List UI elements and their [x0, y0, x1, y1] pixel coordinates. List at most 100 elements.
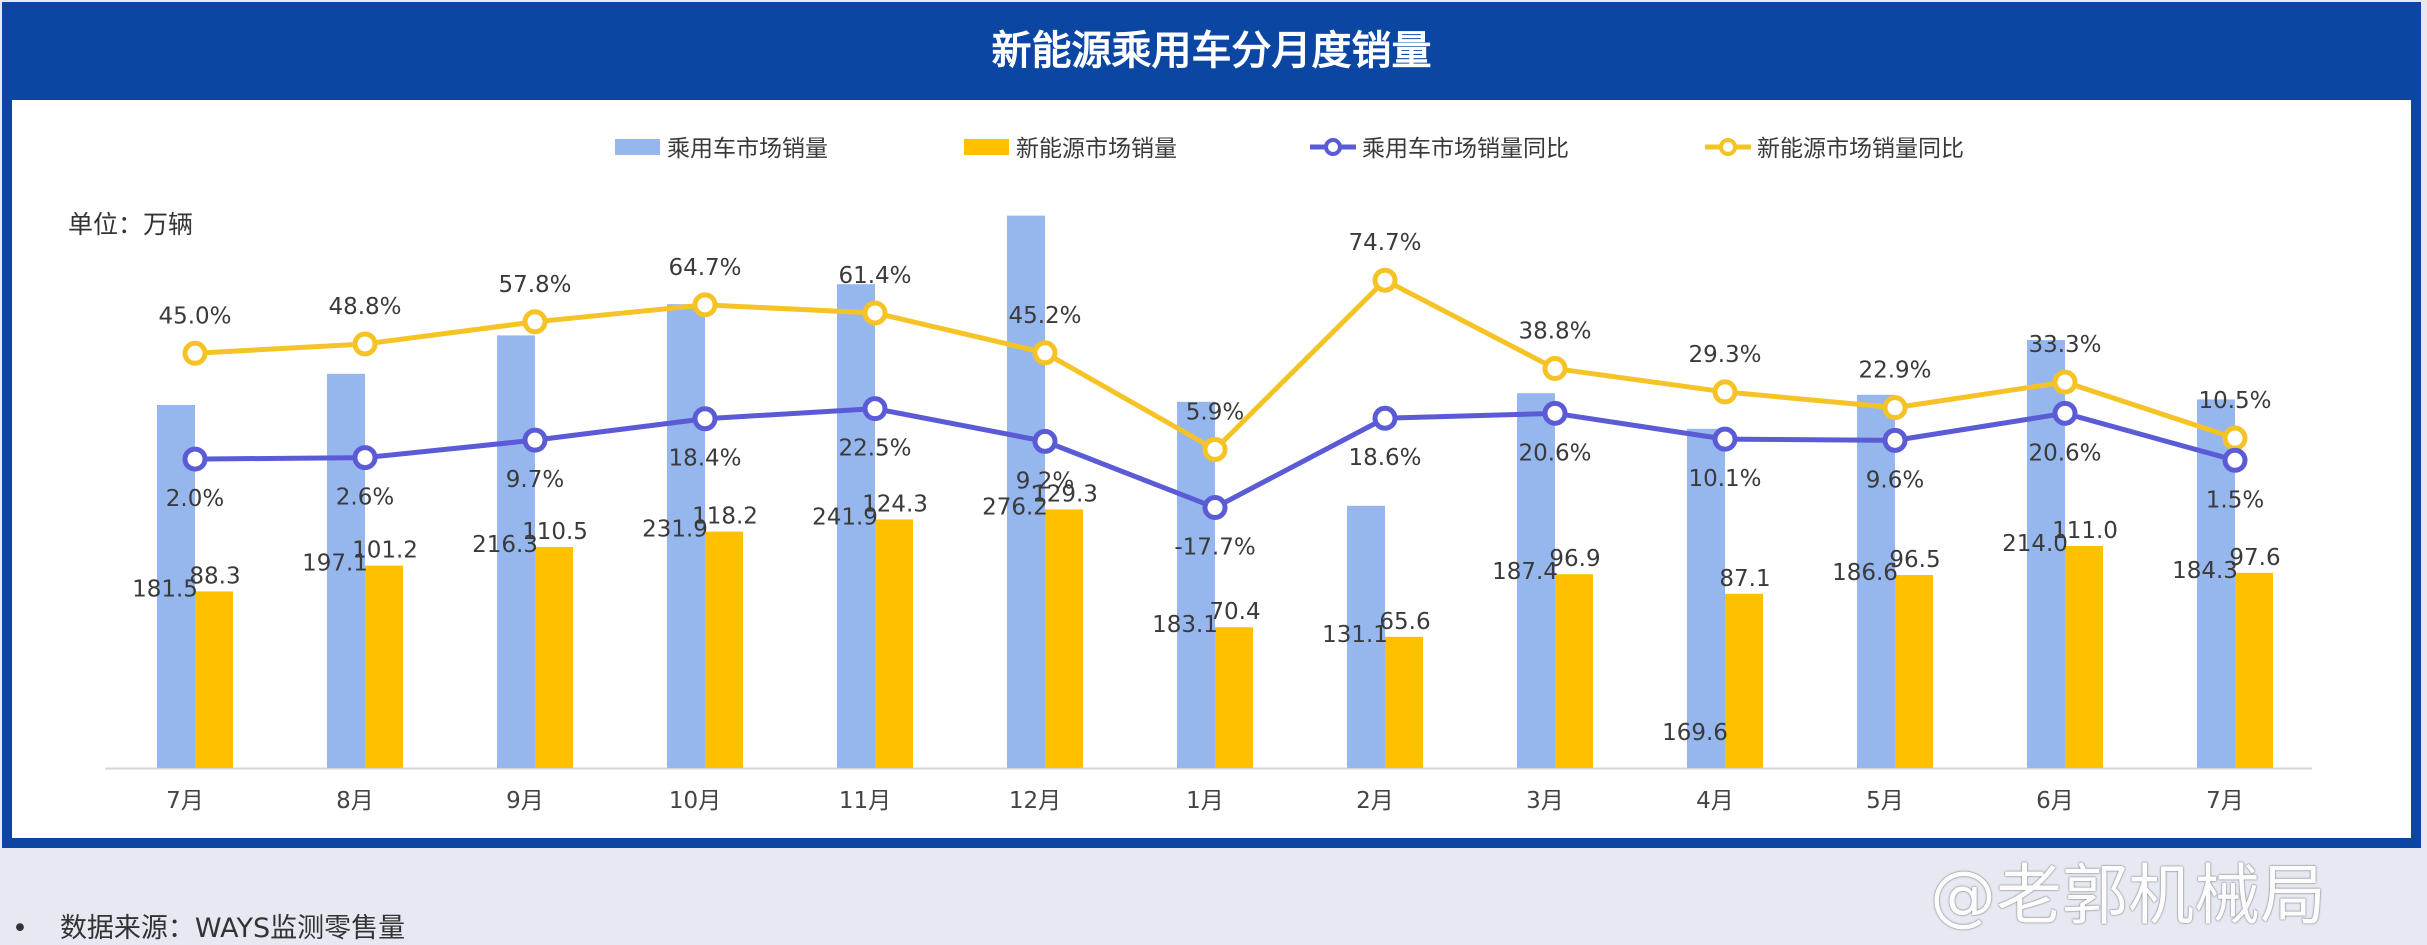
bar-nev-sales: [195, 591, 233, 768]
label-nev-yoy: 74.7%: [1348, 230, 1421, 256]
point-nev-yoy: [2052, 369, 2078, 395]
point-total-yoy: [692, 406, 718, 432]
point-nev-yoy: [2222, 425, 2248, 451]
bar-total-sales: [1517, 393, 1555, 768]
point-total-yoy: [182, 446, 208, 472]
bar-total-sales: [837, 284, 875, 768]
label-total-yoy: 2.6%: [336, 485, 394, 511]
point-total-yoy: [1542, 400, 1568, 426]
point-total-yoy: [2222, 447, 2248, 473]
bar-nev-sales: [535, 547, 573, 768]
label-nev-sales: 87.1: [1719, 566, 1770, 592]
point-nev-yoy: [1882, 395, 1908, 421]
point-total-yoy: [1712, 426, 1738, 452]
bar-nev-sales: [2065, 546, 2103, 768]
bar-total-sales: [497, 335, 535, 768]
label-total-sales: 214.0: [2002, 531, 2068, 557]
point-nev-yoy: [692, 292, 718, 318]
point-total-yoy: [2052, 400, 2078, 426]
bullet-dot: •: [12, 913, 28, 944]
label-total-sales: 276.2: [982, 494, 1048, 520]
label-nev-yoy: 61.4%: [838, 263, 911, 289]
label-nev-yoy: 45.0%: [158, 303, 231, 329]
point-nev-yoy: [182, 340, 208, 366]
label-nev-sales: 124.3: [862, 491, 928, 517]
label-nev-yoy: 48.8%: [328, 294, 401, 320]
chart-panel: 乘用车市场销量 新能源市场销量 乘用车市场销量同比 新能源市场销量同比 单位：万辆 181…: [12, 100, 2411, 838]
point-nev-yoy: [862, 300, 888, 326]
legend-total-sales-swatch: [615, 139, 660, 155]
point-nev-yoy: [1032, 340, 1058, 366]
x-tick-label: 11月: [839, 788, 891, 814]
data-source-text: 数据来源：WAYS监测零售量: [59, 913, 406, 944]
label-nev-yoy: 22.9%: [1858, 358, 1931, 384]
bar-total-sales: [1857, 394, 1895, 768]
label-total-yoy: 20.6%: [1518, 440, 1591, 466]
legend-nev-yoy-swatch-marker: [1719, 138, 1737, 156]
x-tick-label: 6月: [2036, 788, 2074, 814]
x-tick-label: 3月: [1526, 788, 1564, 814]
point-nev-yoy: [522, 309, 548, 335]
bar-nev-sales: [1385, 636, 1423, 768]
label-total-yoy: 22.5%: [838, 436, 911, 462]
x-tick-label: 4月: [1696, 788, 1734, 814]
label-total-sales: 197.1: [302, 551, 368, 577]
label-nev-sales: 129.3: [1032, 481, 1098, 507]
point-total-yoy: [522, 427, 548, 453]
legend-nev-sales-swatch: [964, 139, 1009, 155]
point-nev-yoy: [1542, 356, 1568, 382]
label-total-yoy: 10.1%: [1688, 466, 1761, 492]
point-total-yoy: [862, 396, 888, 422]
legend-total-yoy-swatch-marker: [1324, 138, 1342, 156]
label-nev-sales: 96.5: [1889, 547, 1940, 573]
label-total-yoy: 18.6%: [1348, 445, 1421, 471]
label-total-yoy: 9.2%: [1016, 468, 1074, 494]
point-total-yoy: [1202, 495, 1228, 521]
label-nev-sales: 96.9: [1549, 546, 1600, 572]
label-nev-sales: 88.3: [189, 563, 240, 589]
label-nev-yoy: 5.9%: [1186, 399, 1244, 425]
label-total-yoy: 18.4%: [668, 446, 741, 472]
chart-frame: 新能源乘用车分月度销量 乘用车市场销量 新能源市场销量 乘用车市场销量同比 新能源市场…: [2, 2, 2421, 848]
label-nev-yoy: 33.3%: [2028, 332, 2101, 358]
label-nev-sales: 111.0: [2052, 518, 2118, 544]
label-nev-yoy: 64.7%: [668, 255, 741, 281]
point-nev-yoy: [1202, 436, 1228, 462]
label-nev-sales: 118.2: [692, 504, 758, 530]
label-nev-yoy: 10.5%: [2198, 388, 2271, 414]
label-total-sales: 169.6: [1662, 720, 1728, 746]
label-total-sales: 183.1: [1152, 612, 1218, 638]
label-nev-yoy: 29.3%: [1688, 342, 1761, 368]
label-nev-sales: 65.6: [1379, 609, 1430, 635]
label-nev-yoy: 45.2%: [1008, 303, 1081, 329]
label-total-sales: 184.3: [2172, 558, 2238, 584]
label-total-sales: 241.9: [812, 504, 878, 530]
unit-label: 单位：万辆: [68, 210, 193, 239]
bar-total-sales: [1687, 428, 1725, 768]
label-nev-sales: 70.4: [1209, 599, 1260, 625]
x-tick-label: 5月: [1866, 788, 1904, 814]
x-tick-label: 9月: [506, 788, 544, 814]
bar-nev-sales: [1045, 509, 1083, 768]
x-tick-label: 12月: [1009, 788, 1061, 814]
label-total-sales: 187.4: [1492, 559, 1558, 585]
label-total-sales: 181.5: [132, 576, 198, 602]
label-nev-sales: 110.5: [522, 519, 588, 545]
bar-total-sales: [327, 373, 365, 768]
bar-nev-sales: [1215, 627, 1253, 768]
x-tick-label: 2月: [1356, 788, 1394, 814]
x-tick-label: 1月: [1186, 788, 1224, 814]
bar-nev-sales: [1725, 593, 1763, 768]
label-total-yoy: 9.6%: [1866, 467, 1924, 493]
point-total-yoy: [1032, 428, 1058, 454]
legend-total-sales-label: 乘用车市场销量: [667, 136, 828, 162]
x-tick-label: 8月: [336, 788, 374, 814]
label-nev-yoy: 38.8%: [1518, 319, 1591, 345]
label-total-sales: 186.6: [1832, 560, 1898, 586]
label-total-yoy: 2.0%: [166, 486, 224, 512]
point-nev-yoy: [352, 331, 378, 357]
x-tick-label: 7月: [166, 788, 204, 814]
label-total-yoy: 20.6%: [2028, 440, 2101, 466]
label-nev-sales: 97.6: [2229, 545, 2280, 571]
